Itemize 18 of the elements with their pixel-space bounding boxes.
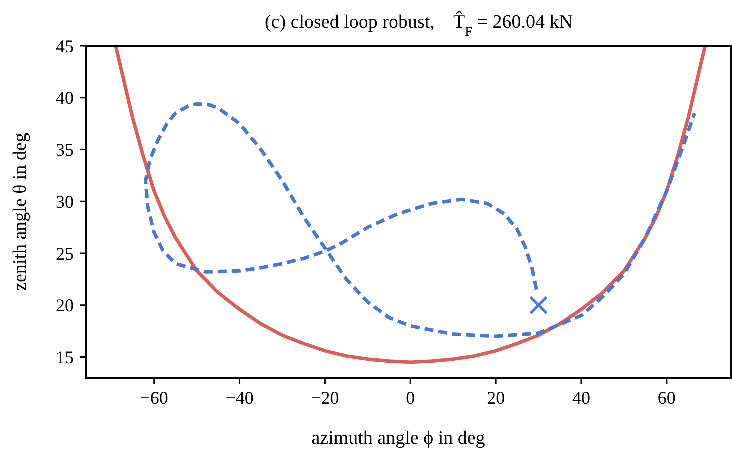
x-tick-label: 40 bbox=[572, 388, 590, 408]
y-tick-label: 25 bbox=[56, 244, 74, 264]
line-series bbox=[144, 102, 696, 338]
x-tick-label: −20 bbox=[311, 388, 340, 408]
x-tick-label: 0 bbox=[406, 388, 416, 408]
x-tick-label: −40 bbox=[226, 388, 254, 408]
x-tick-label: 60 bbox=[658, 388, 676, 408]
y-tick-label: 35 bbox=[56, 140, 74, 160]
y-tick-label: 40 bbox=[56, 88, 74, 108]
x-tick-label: 20 bbox=[487, 388, 506, 408]
y-axis-title: zenith angle θ in deg bbox=[10, 132, 31, 291]
y-tick-label: 30 bbox=[56, 192, 74, 212]
y-tick-label: 45 bbox=[56, 36, 74, 56]
y-tick-label: 20 bbox=[56, 296, 74, 316]
chart-title: (c) closed loop robust, T̂$_{F}$ = 260.04 kN bbox=[264, 10, 574, 38]
x-axis-title: azimuth angle ϕ in deg bbox=[312, 428, 486, 449]
x-tick-label: −60 bbox=[140, 388, 168, 408]
y-tick-label: 15 bbox=[56, 348, 74, 368]
